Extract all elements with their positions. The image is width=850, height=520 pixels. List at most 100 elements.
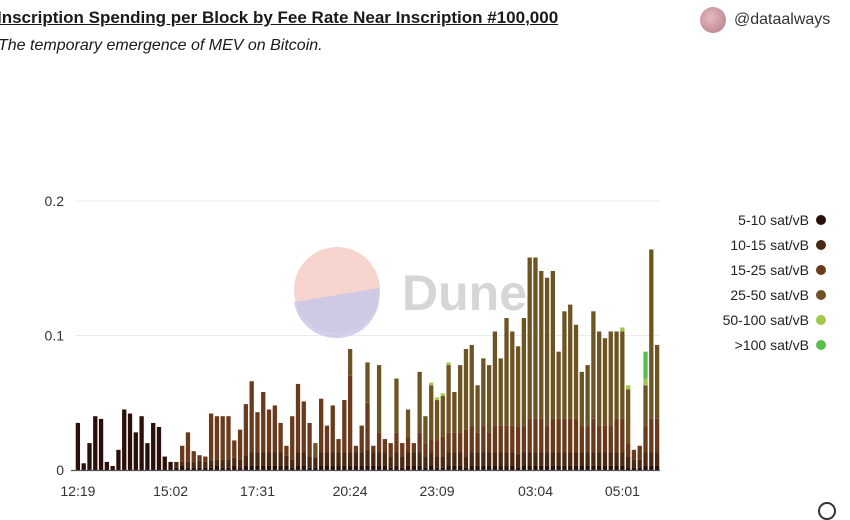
bar-segment [336, 452, 341, 466]
bar-segment [75, 422, 81, 470]
legend-label: 10-15 sat/vB [730, 236, 809, 253]
bar [122, 409, 127, 470]
legend-item[interactable]: >100 sat/vB [688, 332, 826, 357]
bar-segment [336, 465, 341, 470]
bar-segment [626, 443, 631, 457]
bar [319, 398, 324, 470]
bar-segment [376, 465, 382, 470]
y-tick-label: 0.1 [45, 328, 65, 344]
bar-segment [602, 338, 608, 426]
bar [324, 425, 330, 470]
bar-segment [371, 465, 376, 470]
bar-segment [597, 452, 602, 466]
bar-segment [654, 344, 660, 419]
bar-segment [284, 455, 289, 466]
bar [81, 463, 86, 470]
author-handle[interactable]: @dataalways [700, 6, 830, 34]
bar-segment [266, 409, 272, 453]
bar-segment [620, 465, 625, 470]
bar-segment [579, 425, 584, 453]
bar-segment [637, 445, 642, 460]
bar [93, 416, 98, 470]
bar-segment [446, 432, 451, 453]
bar-segment [434, 440, 440, 457]
bar-segment [93, 416, 98, 470]
bar-segment [382, 439, 388, 453]
bar [405, 409, 411, 470]
bar-segment [585, 365, 590, 426]
bar-segment [591, 452, 596, 466]
bar-segment [475, 452, 480, 466]
bar-segment [568, 304, 573, 419]
legend-item[interactable]: 25-50 sat/vB [688, 282, 826, 307]
legend-item[interactable]: 15-25 sat/vB [688, 257, 826, 282]
bar [614, 331, 619, 470]
bar-segment [301, 452, 306, 466]
bar-segment [440, 393, 445, 397]
bar-segment [498, 452, 503, 466]
bar-segment [637, 467, 642, 470]
bar [452, 392, 457, 470]
bar [87, 443, 92, 470]
bar-segment [643, 425, 648, 453]
bar [394, 378, 399, 470]
bar-segment [620, 418, 625, 453]
bar [98, 418, 104, 470]
bar-segment [417, 371, 422, 433]
legend-item[interactable]: 50-100 sat/vB [688, 307, 826, 332]
bar-segment [510, 331, 515, 426]
bar-segment [573, 452, 579, 466]
bar-segment [446, 465, 451, 470]
bar-segment [313, 467, 318, 470]
bar-segment [98, 418, 104, 470]
avatar [700, 7, 726, 33]
bar-segment [458, 452, 463, 466]
bar-segment [608, 465, 613, 470]
bar [631, 449, 637, 470]
bar [104, 461, 109, 470]
legend-swatch [816, 239, 826, 250]
bar-segment [220, 416, 225, 460]
bar-segment [353, 445, 359, 453]
bar-segment [492, 331, 498, 426]
bar-segment [463, 348, 469, 430]
bar-segment [382, 465, 388, 470]
bar-segment [626, 467, 631, 470]
bar-segment [481, 452, 486, 466]
bar-segment [272, 465, 277, 470]
bar-segment [579, 452, 584, 466]
bar [458, 365, 463, 470]
bar-segment [347, 465, 353, 470]
legend-item[interactable]: 5-10 sat/vB [688, 207, 826, 232]
bar-segment [365, 449, 370, 466]
bar-segment [284, 445, 289, 456]
bar-segment [649, 465, 654, 470]
bar-segment [411, 443, 416, 453]
bar-segment [643, 378, 648, 386]
bar-segment [475, 385, 480, 433]
chart-title: Inscription Spending per Block by Fee Ra… [0, 8, 559, 27]
bar [463, 348, 469, 470]
bar-segment [255, 452, 260, 466]
bar-segment [405, 436, 411, 453]
bar-segment [232, 440, 237, 458]
bar-segment [405, 465, 411, 470]
bar [417, 371, 422, 470]
bar-segment [249, 465, 254, 470]
bar [591, 311, 596, 470]
bar-segment [342, 452, 347, 466]
bar [602, 338, 608, 470]
bar-segment [319, 452, 324, 466]
watermark-circle-bottom [294, 288, 380, 339]
legend-item[interactable]: 10-15 sat/vB [688, 232, 826, 257]
bar-segment [353, 465, 359, 470]
circle-icon[interactable] [818, 502, 836, 520]
bar [446, 362, 451, 470]
bar-segment [573, 324, 579, 419]
bar [226, 416, 231, 470]
bar-segment [614, 418, 619, 453]
watermark-text: Dune [402, 265, 527, 321]
bar-segment [405, 409, 411, 437]
bar-segment [492, 465, 498, 470]
bar-segment [498, 425, 503, 453]
